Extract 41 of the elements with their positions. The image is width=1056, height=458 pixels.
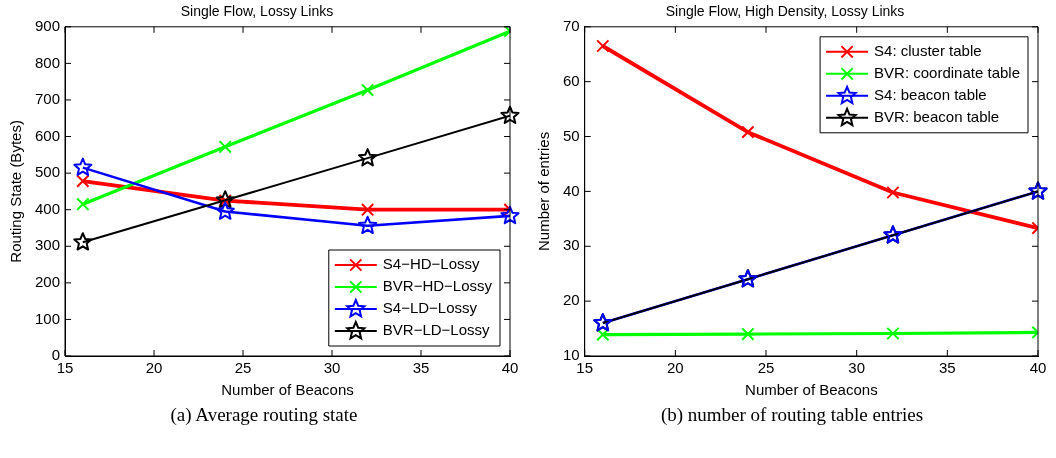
y-tick-label: 70 [563, 16, 580, 34]
y-tick-label: 60 [563, 71, 580, 89]
y-tick-label: 50 [563, 126, 580, 144]
y-tick-label: 40 [563, 181, 580, 199]
y-tick-label: 700 [35, 90, 61, 108]
y-tick-label: 900 [35, 16, 61, 34]
y-tick-label: 500 [35, 163, 61, 181]
legend-label: BVR: coordinate table [874, 63, 1020, 81]
x-tick-label: 35 [938, 359, 956, 377]
chart-title: Single Flow, Lossy Links [180, 3, 334, 20]
legend-label: S4: cluster table [874, 41, 982, 59]
x-axis-title: Number of Beacons [745, 381, 878, 399]
x-tick-label: 40 [1029, 359, 1047, 377]
legend-label: BVR: beacon table [874, 107, 1000, 125]
chart-title: Single Flow, High Density, Lossy Links [665, 3, 905, 20]
text: (b) number of routing table entries [659, 404, 925, 426]
y-tick-label: 30 [563, 236, 580, 254]
text: (a) Average routing state [169, 404, 359, 426]
legend-label: S4−HD−Lossy [382, 255, 480, 273]
y-tick-label: 800 [35, 53, 61, 71]
x-tick-label: 30 [848, 359, 866, 377]
legend-label: BVR−HD−Lossy [382, 277, 493, 295]
x-tick-label: 35 [412, 359, 430, 377]
y-tick-label: 600 [35, 126, 61, 144]
legend-label: S4−LD−Lossy [382, 299, 478, 317]
legend-label: S4: beacon table [874, 85, 987, 103]
legend-label: BVR−LD−Lossy [382, 321, 491, 339]
y-tick-label: 20 [563, 291, 580, 309]
y-tick-label: 100 [35, 309, 61, 327]
x-tick-label: 20 [145, 359, 163, 377]
y-tick-label: 300 [35, 236, 61, 254]
x-axis-title: Number of Beacons [221, 381, 354, 399]
y-axis-title: Routing State (Bytes) [7, 120, 25, 263]
x-tick-label: 20 [667, 359, 684, 377]
x-tick-label: 30 [323, 359, 341, 377]
x-tick-label: 25 [757, 359, 775, 377]
y-tick-label: 400 [35, 199, 61, 217]
y-axis-title: Number of entries [535, 131, 553, 252]
y-tick-label: 200 [35, 272, 61, 290]
x-tick-label: 40 [501, 359, 519, 377]
x-tick-label: 25 [234, 359, 252, 377]
